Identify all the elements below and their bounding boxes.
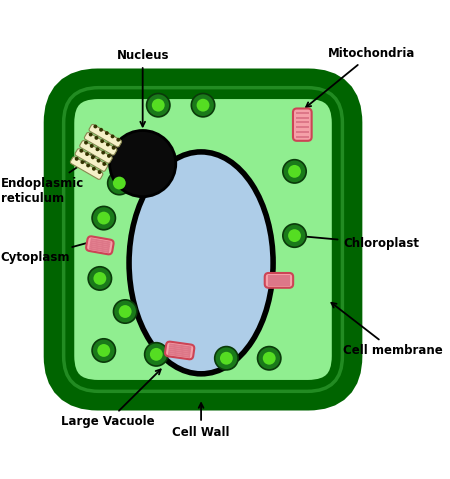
Circle shape	[191, 93, 215, 117]
Circle shape	[92, 339, 116, 362]
Circle shape	[150, 348, 163, 361]
Text: Large Vacuole: Large Vacuole	[61, 369, 161, 429]
Bar	[268, 277, 290, 279]
Circle shape	[81, 160, 84, 164]
Circle shape	[92, 206, 116, 230]
Circle shape	[117, 138, 120, 142]
Bar	[89, 248, 109, 253]
Circle shape	[86, 163, 90, 167]
Circle shape	[99, 128, 103, 132]
Circle shape	[144, 342, 168, 366]
FancyBboxPatch shape	[70, 157, 103, 180]
Circle shape	[97, 159, 100, 162]
Text: Chloroplast: Chloroplast	[299, 234, 419, 250]
Ellipse shape	[129, 152, 273, 374]
Circle shape	[91, 155, 95, 160]
Circle shape	[97, 344, 110, 357]
Bar	[169, 347, 191, 352]
FancyBboxPatch shape	[265, 273, 293, 288]
Circle shape	[94, 272, 106, 285]
FancyBboxPatch shape	[86, 236, 113, 254]
Text: Cell membrane: Cell membrane	[331, 303, 443, 357]
Circle shape	[102, 162, 106, 166]
Bar	[268, 275, 290, 277]
Bar	[90, 242, 110, 247]
FancyBboxPatch shape	[80, 140, 112, 163]
Circle shape	[100, 139, 104, 143]
Circle shape	[110, 130, 176, 197]
Circle shape	[112, 146, 116, 150]
Bar	[90, 240, 110, 245]
Circle shape	[90, 144, 94, 148]
Circle shape	[283, 224, 306, 247]
Bar	[296, 116, 309, 118]
Circle shape	[220, 352, 233, 365]
Text: Mitochondria: Mitochondria	[306, 47, 415, 107]
Circle shape	[84, 141, 88, 145]
Circle shape	[101, 150, 105, 155]
Bar	[296, 126, 309, 128]
FancyBboxPatch shape	[59, 84, 347, 395]
Circle shape	[89, 133, 93, 137]
Circle shape	[215, 347, 238, 370]
Bar	[89, 246, 109, 251]
Circle shape	[88, 267, 112, 290]
Circle shape	[75, 157, 79, 161]
Circle shape	[263, 352, 276, 365]
Bar	[296, 122, 309, 124]
Circle shape	[152, 99, 165, 112]
Circle shape	[79, 149, 83, 153]
Text: Cytoplasm: Cytoplasm	[0, 240, 95, 263]
FancyBboxPatch shape	[84, 133, 117, 155]
Bar	[268, 281, 290, 283]
Bar	[169, 343, 191, 348]
Bar	[168, 351, 190, 356]
Circle shape	[94, 125, 97, 128]
Circle shape	[92, 167, 96, 171]
Circle shape	[105, 131, 109, 135]
FancyBboxPatch shape	[293, 108, 312, 141]
Circle shape	[283, 160, 306, 183]
FancyBboxPatch shape	[75, 148, 108, 171]
Bar	[268, 283, 290, 285]
Circle shape	[197, 99, 209, 112]
Circle shape	[119, 305, 131, 318]
Bar	[296, 131, 309, 133]
Circle shape	[257, 347, 281, 370]
Circle shape	[113, 177, 126, 190]
Bar	[296, 136, 309, 138]
Bar	[90, 238, 111, 243]
Bar	[168, 353, 190, 358]
Circle shape	[111, 135, 114, 138]
Circle shape	[113, 300, 137, 323]
Circle shape	[94, 136, 99, 140]
Circle shape	[108, 171, 131, 195]
Bar	[168, 349, 191, 354]
FancyBboxPatch shape	[89, 125, 122, 147]
Circle shape	[97, 212, 110, 225]
Circle shape	[288, 165, 301, 178]
Circle shape	[106, 143, 110, 147]
Circle shape	[98, 170, 102, 174]
Text: Nucleus: Nucleus	[117, 49, 169, 126]
FancyBboxPatch shape	[165, 342, 194, 359]
Circle shape	[95, 148, 99, 151]
Bar	[268, 279, 290, 281]
Text: Endoplasmic
reticulum: Endoplasmic reticulum	[0, 155, 96, 205]
Bar	[169, 345, 191, 350]
Text: Cell Wall: Cell Wall	[172, 403, 230, 439]
Circle shape	[147, 93, 170, 117]
Circle shape	[85, 152, 89, 156]
Circle shape	[107, 154, 111, 158]
Bar	[268, 285, 290, 286]
Bar	[90, 244, 110, 249]
Circle shape	[288, 229, 301, 242]
Bar	[296, 112, 309, 114]
